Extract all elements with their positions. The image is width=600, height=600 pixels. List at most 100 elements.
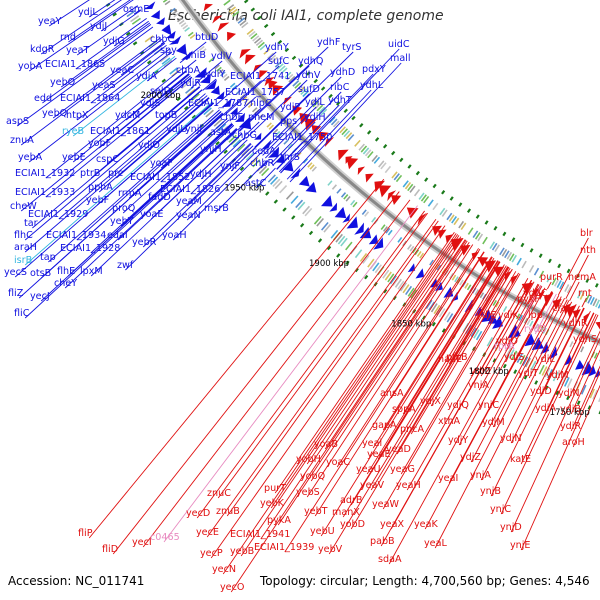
tick-dot bbox=[317, 238, 323, 243]
feature-segment bbox=[552, 371, 559, 382]
leader-line bbox=[237, 107, 262, 131]
tick-dot bbox=[421, 315, 427, 321]
forward-gene-label: ydiV bbox=[211, 51, 232, 62]
feature-segment bbox=[189, 34, 196, 40]
feature-segment bbox=[246, 28, 254, 35]
feature-segment bbox=[592, 298, 598, 307]
reverse-gene-label: ydjY bbox=[448, 435, 468, 446]
feature-segment bbox=[373, 156, 381, 164]
leader-line bbox=[112, 191, 400, 555]
forward-gene-label: cedA bbox=[252, 146, 276, 157]
feature-segment bbox=[495, 301, 500, 308]
gene-arrow bbox=[229, 107, 238, 115]
tick-dot bbox=[299, 222, 305, 228]
reverse-gene-label: yeaU bbox=[356, 464, 380, 475]
tick-dot bbox=[502, 363, 507, 369]
feature-segment bbox=[316, 104, 324, 112]
feature-segment bbox=[407, 244, 412, 250]
leader-line bbox=[382, 256, 493, 431]
feature-segment bbox=[414, 249, 420, 256]
reverse-gene-label: ydiS bbox=[504, 352, 525, 363]
gene-arrow bbox=[365, 173, 374, 183]
feature-segment bbox=[347, 134, 355, 142]
feature-segment bbox=[310, 98, 318, 106]
tick-dot bbox=[424, 177, 429, 182]
tick-dot bbox=[538, 253, 543, 258]
feature-segment bbox=[451, 216, 457, 224]
feature-segment bbox=[269, 54, 277, 62]
feature-segment bbox=[380, 162, 387, 170]
leader-line bbox=[200, 136, 246, 180]
feature-segment bbox=[352, 201, 358, 208]
feature-segment bbox=[345, 241, 353, 251]
forward-gene-label: ECIAI1_1928 bbox=[60, 243, 120, 254]
reverse-gene-label: ynjE bbox=[510, 540, 531, 551]
feature-segment bbox=[499, 247, 505, 256]
leader-line bbox=[264, 106, 317, 159]
feature-segment bbox=[237, 17, 245, 24]
feature-segment bbox=[247, 102, 254, 108]
leader-line bbox=[214, 159, 268, 214]
forward-gene-label: osmE bbox=[123, 4, 149, 15]
tick-dot bbox=[284, 47, 290, 53]
feature-segment bbox=[501, 248, 508, 257]
leader-line bbox=[370, 265, 507, 491]
feature-segment bbox=[508, 349, 515, 359]
feature-segment bbox=[223, 75, 230, 81]
forward-gene-label: yecJ bbox=[30, 291, 50, 302]
forward-gene-label: ydhT bbox=[328, 95, 352, 106]
tick-dot bbox=[529, 248, 534, 253]
feature-segment bbox=[541, 366, 548, 376]
feature-segment bbox=[427, 199, 434, 207]
reverse-gene-label: pfkB bbox=[446, 352, 468, 363]
leader-line bbox=[48, 109, 220, 263]
reverse-gene-label: yebK bbox=[260, 498, 285, 509]
feature-segment bbox=[380, 224, 386, 230]
forward-gene-label: rnd bbox=[60, 32, 76, 43]
leader-line bbox=[581, 297, 587, 308]
leader-line bbox=[558, 237, 589, 296]
forward-gene-label: cspC bbox=[96, 154, 119, 165]
feature-segment bbox=[516, 257, 522, 266]
leader-line bbox=[40, 123, 234, 302]
forward-gene-label: selD bbox=[150, 86, 171, 97]
tick-dot bbox=[125, 31, 131, 36]
gene-arrow bbox=[234, 112, 246, 123]
leader-line bbox=[510, 337, 600, 533]
gene-arrow bbox=[538, 290, 545, 301]
reverse-gene-label: yeaI bbox=[438, 473, 458, 484]
feature-segment bbox=[254, 37, 262, 44]
gene-arrow bbox=[374, 180, 386, 193]
feature-segment bbox=[294, 82, 302, 89]
gene-arrow bbox=[345, 156, 353, 164]
tick-dot bbox=[298, 63, 304, 68]
tick-dot bbox=[336, 253, 341, 258]
feature-segment bbox=[530, 360, 537, 371]
tick-dot bbox=[328, 93, 333, 99]
feature-segment bbox=[566, 378, 573, 389]
forward-gene-label: kdgR bbox=[30, 44, 55, 55]
leader-line bbox=[245, 79, 308, 139]
gene-arrow bbox=[268, 146, 280, 158]
leader-line bbox=[260, 237, 464, 540]
gene-arrow bbox=[338, 149, 349, 161]
leader-line bbox=[28, 51, 172, 163]
forward-gene-label: yebO bbox=[50, 77, 76, 88]
tick-dot bbox=[263, 23, 269, 29]
feature-segment bbox=[391, 171, 398, 179]
leader-line bbox=[142, 142, 251, 248]
reverse-gene-label: yobH bbox=[296, 454, 321, 465]
feature-segment bbox=[252, 159, 261, 168]
feature-segment bbox=[292, 80, 300, 87]
forward-gene-label: fadD bbox=[148, 192, 171, 203]
forward-gene-label: chbC bbox=[150, 34, 174, 45]
feature-segment bbox=[267, 52, 275, 60]
forward-gene-label: cheY bbox=[54, 278, 77, 289]
forward-gene-label: chbR bbox=[250, 158, 274, 169]
tick-dot bbox=[382, 144, 388, 149]
feature-segment bbox=[180, 22, 187, 28]
leader-line bbox=[556, 310, 591, 381]
gene-arrow bbox=[305, 181, 317, 193]
leader-line bbox=[16, 26, 154, 127]
